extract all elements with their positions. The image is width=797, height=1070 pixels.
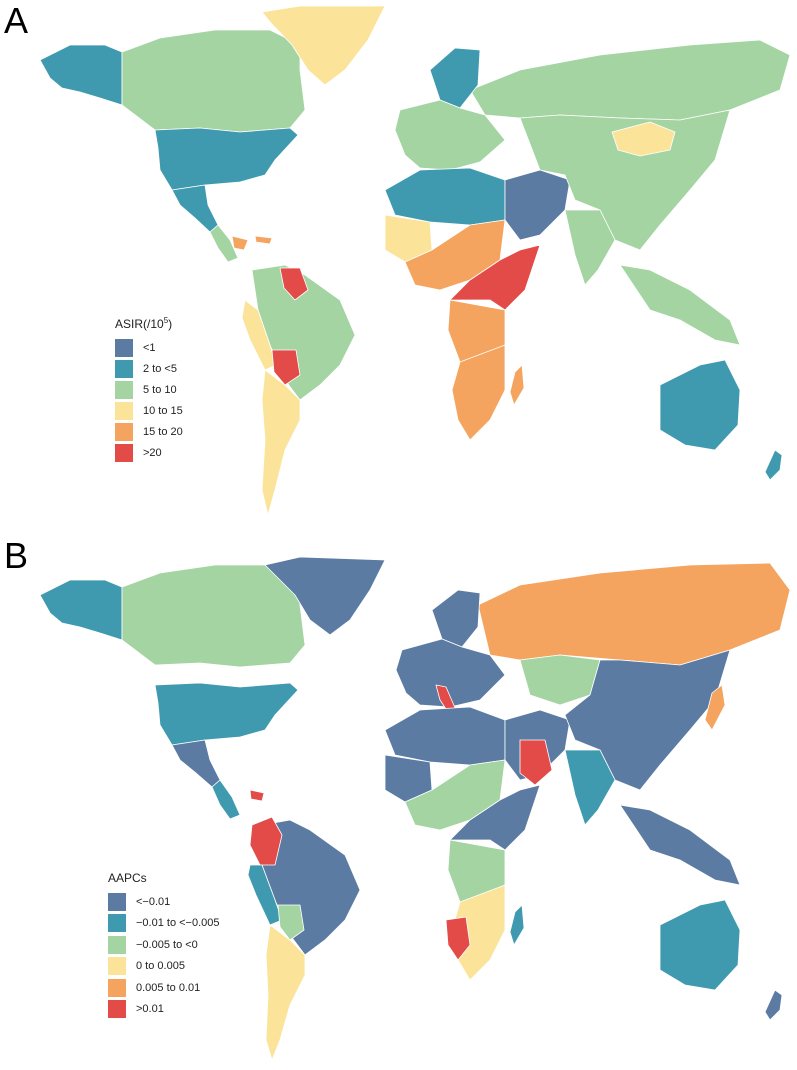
legend-item: 0 to 0.005 bbox=[108, 956, 220, 978]
legend-swatch bbox=[115, 443, 133, 462]
legend-item: −0.005 to <0 bbox=[108, 934, 220, 956]
region-andes-west bbox=[247, 864, 283, 926]
region-bolivia bbox=[271, 349, 301, 386]
region-asia bbox=[564, 649, 731, 791]
region-southern-cone bbox=[261, 369, 301, 516]
legend-label: <1 bbox=[143, 341, 156, 354]
region-new-zealand bbox=[764, 449, 783, 481]
legend-label: >0.01 bbox=[136, 1003, 164, 1016]
region-mexico bbox=[171, 739, 221, 788]
panel-a: A bbox=[4, 0, 791, 516]
region-europe bbox=[394, 99, 506, 171]
region-central-america bbox=[209, 224, 239, 263]
region-europe-north bbox=[429, 47, 481, 109]
region-greenland bbox=[261, 5, 386, 86]
region-madagascar bbox=[509, 904, 525, 946]
region-canada bbox=[121, 29, 306, 133]
region-usa bbox=[154, 682, 299, 746]
region-russia bbox=[469, 39, 791, 121]
legend-swatch bbox=[108, 892, 126, 911]
region-north-africa bbox=[384, 167, 506, 226]
legend-label: >20 bbox=[143, 446, 162, 459]
region-new-zealand bbox=[764, 989, 783, 1021]
legend-item: 10 to 15 bbox=[115, 400, 183, 421]
legend-item: −0.01 to <−0.005 bbox=[108, 913, 220, 935]
legend-swatch bbox=[115, 380, 133, 399]
legend-label: 15 to 20 bbox=[143, 425, 183, 438]
legend-label: 2 to <5 bbox=[143, 362, 177, 375]
region-south-asia bbox=[564, 209, 616, 286]
legend-title: AAPCs bbox=[108, 871, 147, 885]
region-se-asia bbox=[619, 804, 741, 886]
region-europe bbox=[395, 638, 506, 708]
region-se-asia bbox=[619, 264, 741, 346]
region-bolivia bbox=[277, 904, 305, 941]
legend-item: 2 to <5 bbox=[115, 358, 183, 379]
region-asia bbox=[519, 109, 731, 251]
region-alaska bbox=[39, 579, 123, 641]
choropleth-map-aapc bbox=[39, 556, 791, 1061]
region-mongolia bbox=[611, 121, 676, 157]
legend-swatch bbox=[115, 422, 133, 441]
region-central-america bbox=[211, 779, 241, 820]
legend-title: ASIR(/105) bbox=[115, 316, 173, 331]
legend-asir: ASIR(/105) <1 2 to <5 5 to 10 10 to 15 1… bbox=[115, 316, 183, 463]
region-guianas bbox=[279, 267, 309, 301]
region-southern-cone bbox=[265, 924, 306, 1061]
region-namibia bbox=[445, 916, 471, 961]
region-europe-north bbox=[431, 589, 481, 648]
region-usa bbox=[154, 127, 299, 191]
region-north-africa bbox=[384, 706, 506, 766]
region-japan bbox=[704, 684, 726, 731]
panel-label: A bbox=[4, 0, 29, 41]
legend-label: 0.005 to 0.01 bbox=[136, 981, 201, 994]
region-greenland bbox=[264, 556, 386, 636]
legend-item: >20 bbox=[115, 442, 183, 463]
legend-swatch bbox=[108, 914, 126, 933]
legend-item: 5 to 10 bbox=[115, 379, 183, 400]
legend-swatch bbox=[115, 338, 133, 357]
legend-swatch bbox=[115, 401, 133, 420]
region-middle-east bbox=[504, 169, 571, 241]
region-canada bbox=[121, 564, 306, 668]
region-mexico bbox=[171, 184, 219, 233]
choropleth-map-asir bbox=[39, 5, 791, 516]
region-australia bbox=[659, 899, 741, 991]
legend-swatch bbox=[108, 1000, 126, 1019]
legend-item: <−0.01 bbox=[108, 891, 220, 913]
legend-swatch bbox=[108, 935, 126, 954]
region-australia bbox=[659, 359, 741, 451]
legend-aapc: AAPCs <−0.01 −0.01 to <−0.005 −0.005 to … bbox=[108, 871, 220, 1020]
legend-label: 5 to 10 bbox=[143, 383, 177, 396]
legend-swatch bbox=[108, 978, 126, 997]
legend-label: <−0.01 bbox=[136, 895, 171, 908]
legend-item: 15 to 20 bbox=[115, 421, 183, 442]
region-madagascar bbox=[509, 364, 525, 406]
panel-label: B bbox=[4, 535, 29, 576]
region-caribbean bbox=[249, 789, 265, 802]
legend-swatch bbox=[115, 359, 133, 378]
legend-item: >0.01 bbox=[108, 999, 220, 1021]
legend-label: 10 to 15 bbox=[143, 404, 183, 417]
region-southern-africa bbox=[451, 344, 506, 441]
region-andes-west bbox=[241, 299, 277, 371]
legend-label: −0.005 to <0 bbox=[136, 938, 198, 951]
region-south-asia bbox=[564, 749, 616, 826]
panel-b: B bbox=[0, 535, 797, 1070]
legend-swatch bbox=[108, 957, 126, 976]
legend-label: −0.01 to <−0.005 bbox=[136, 917, 220, 930]
legend-label: 0 to 0.005 bbox=[136, 960, 185, 973]
legend-item: 0.005 to 0.01 bbox=[108, 977, 220, 999]
legend-item: <1 bbox=[115, 337, 183, 358]
region-alaska bbox=[39, 44, 123, 106]
region-saudi bbox=[519, 739, 553, 786]
region-russia bbox=[477, 562, 791, 666]
region-caribbean bbox=[231, 235, 273, 251]
region-colombia bbox=[249, 816, 283, 866]
